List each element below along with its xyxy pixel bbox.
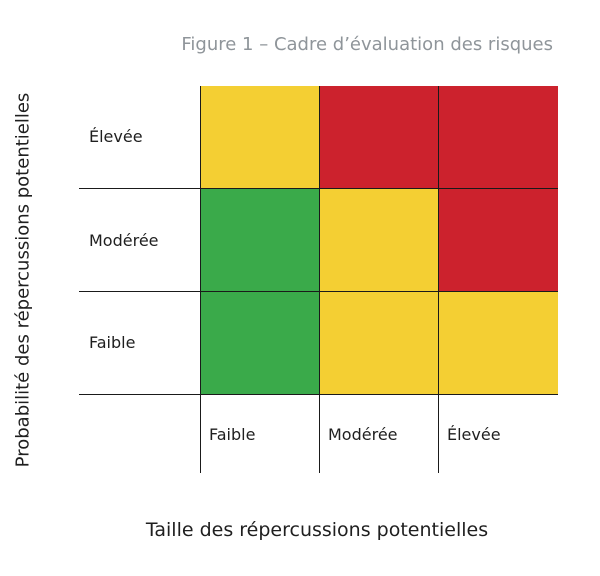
cell-elevee-faible — [201, 86, 320, 189]
grid-line-v1 — [200, 86, 201, 473]
cell-moderee-faible — [201, 189, 320, 292]
row-label-moderee: Modérée — [89, 231, 159, 250]
col-label-faible: Faible — [209, 425, 256, 444]
grid-line-h3 — [79, 394, 558, 395]
grid-line-v2 — [319, 86, 320, 473]
row-label-elevee: Élevée — [89, 127, 143, 146]
row-label-faible: Faible — [89, 333, 136, 352]
grid-line-h2 — [79, 291, 558, 292]
cell-faible-elevee — [439, 292, 558, 395]
grid-line-h1 — [79, 188, 558, 189]
figure-caption: Figure 1 – Cadre d’évaluation des risque… — [181, 34, 553, 55]
col-label-moderee: Modérée — [328, 425, 398, 444]
cell-moderee-elevee — [439, 189, 558, 292]
grid-line-v3 — [438, 86, 439, 473]
cell-moderee-moderee — [320, 189, 439, 292]
col-label-elevee: Élevée — [447, 425, 501, 444]
cell-faible-moderee — [320, 292, 439, 395]
cell-elevee-elevee — [439, 86, 558, 189]
cell-faible-faible — [201, 292, 320, 395]
y-axis-title: Probabilité des répercussions potentiell… — [12, 92, 34, 468]
x-axis-title: Taille des répercussions potentielles — [145, 519, 489, 541]
cell-elevee-moderee — [320, 86, 439, 189]
